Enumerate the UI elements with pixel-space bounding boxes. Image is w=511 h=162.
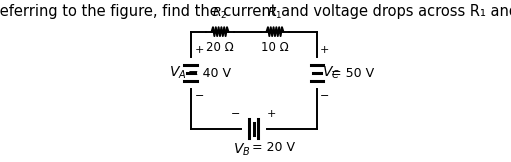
Text: $R_2$: $R_2$ bbox=[213, 6, 227, 21]
Text: 10 Ω: 10 Ω bbox=[261, 40, 289, 54]
Text: 20 Ω: 20 Ω bbox=[206, 40, 234, 54]
Text: $V_C$: $V_C$ bbox=[322, 65, 340, 81]
Text: $R_1$: $R_1$ bbox=[267, 6, 283, 21]
Text: +: + bbox=[267, 109, 276, 119]
Text: −: − bbox=[195, 91, 204, 101]
Text: +: + bbox=[195, 45, 204, 55]
Text: −: − bbox=[319, 91, 329, 101]
Text: 19.Referring to the figure, find the current and voltage drops across R₁ and R₂.: 19.Referring to the figure, find the cur… bbox=[0, 4, 511, 19]
Text: = 20 V: = 20 V bbox=[252, 141, 295, 154]
Text: = 40 V: = 40 V bbox=[189, 67, 231, 80]
Text: −: − bbox=[230, 109, 240, 119]
Text: = 50 V: = 50 V bbox=[331, 67, 375, 80]
Text: $V_A$: $V_A$ bbox=[169, 65, 187, 81]
Text: $V_B$: $V_B$ bbox=[234, 141, 251, 158]
Text: +: + bbox=[319, 45, 329, 55]
